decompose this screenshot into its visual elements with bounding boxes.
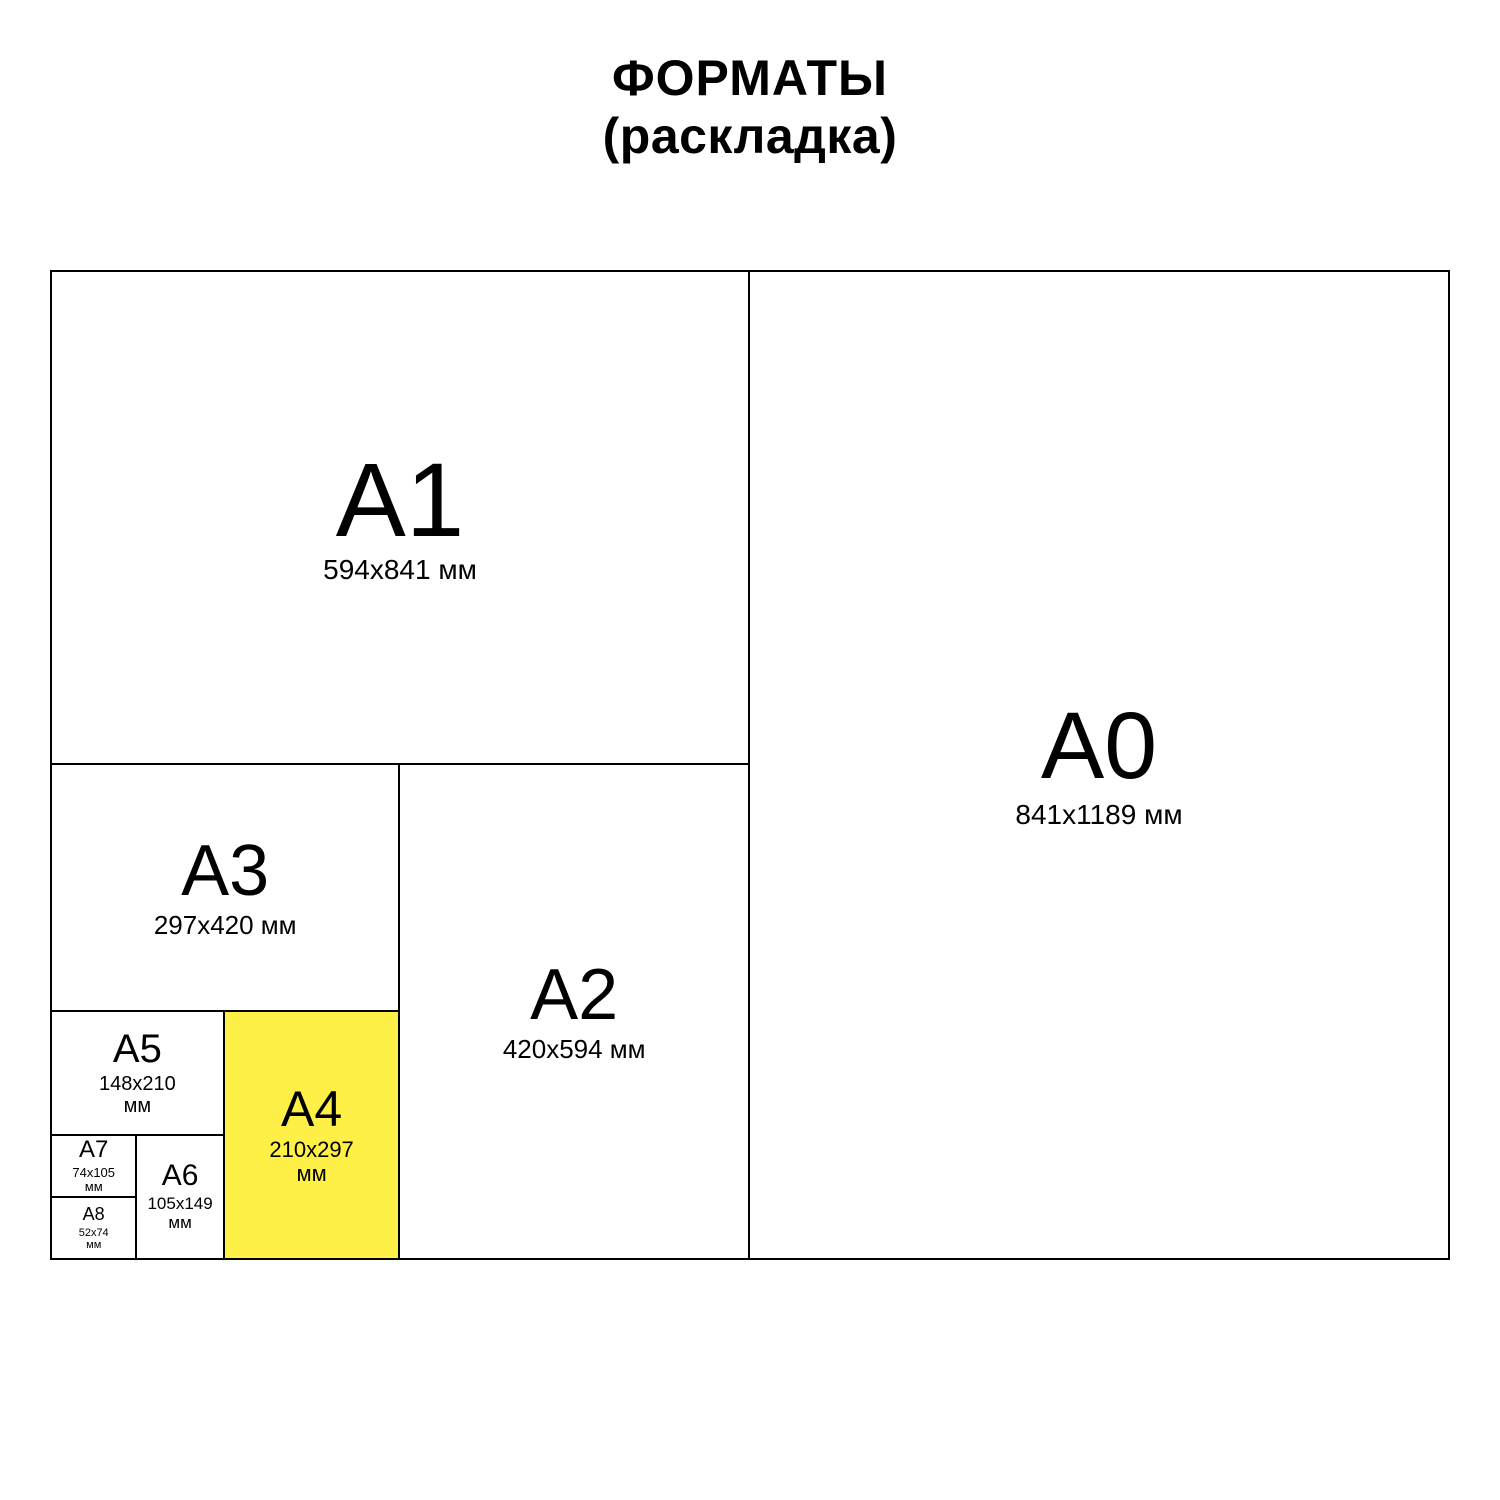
paper-dimensions: 210x297 мм xyxy=(269,1138,353,1186)
paper-box-a2: A2 420x594 мм xyxy=(398,763,750,1260)
paper-dimensions: 420x594 мм xyxy=(503,1035,646,1064)
paper-label: A6 xyxy=(162,1161,199,1191)
paper-dimensions: 74x105 мм xyxy=(72,1166,115,1195)
paper-dimensions: 594x841 мм xyxy=(323,555,477,586)
paper-label: A4 xyxy=(281,1084,342,1134)
title-line-1: ФОРМАТЫ xyxy=(0,50,1500,108)
paper-box-a3: A3 297x420 мм xyxy=(50,763,400,1012)
paper-label: A1 xyxy=(336,448,464,553)
paper-dimensions: 297x420 мм xyxy=(154,911,297,940)
paper-label: A0 xyxy=(1041,699,1157,794)
paper-dimensions: 841x1189 мм xyxy=(1015,800,1182,831)
paper-dimensions: 105x149 мм xyxy=(147,1195,212,1232)
paper-sizes-diagram: A0 841x1189 мм A1594x841 мм A2 420x594 мм A3 2… xyxy=(50,270,1450,1260)
paper-label: A2 xyxy=(530,959,618,1031)
paper-box-a8: A8 52x74 мм xyxy=(50,1196,137,1260)
title-line-2: (раскладка) xyxy=(0,108,1500,166)
paper-label: A3 xyxy=(181,835,269,907)
paper-label: A5 xyxy=(113,1029,162,1069)
paper-label: A8 xyxy=(83,1205,105,1223)
paper-box-a6: A6 105x149 мм xyxy=(135,1134,224,1260)
paper-dimensions: 52x74 мм xyxy=(79,1227,109,1251)
paper-box-a7: A7 74x105 мм xyxy=(50,1134,137,1198)
page: ФОРМАТЫ (раскладка) A0 841x1189 мм A1594x8… xyxy=(0,0,1500,1500)
paper-label: A7 xyxy=(79,1138,108,1162)
paper-dimensions: 148x210 мм xyxy=(99,1073,176,1117)
paper-box-a5: A5148x210 мм xyxy=(50,1010,225,1136)
page-title: ФОРМАТЫ (раскладка) xyxy=(0,50,1500,165)
paper-box-a1: A1594x841 мм xyxy=(50,270,750,765)
paper-box-a0: A0 841x1189 мм xyxy=(748,270,1450,1260)
paper-box-a4: A4210x297 мм xyxy=(223,1010,401,1260)
